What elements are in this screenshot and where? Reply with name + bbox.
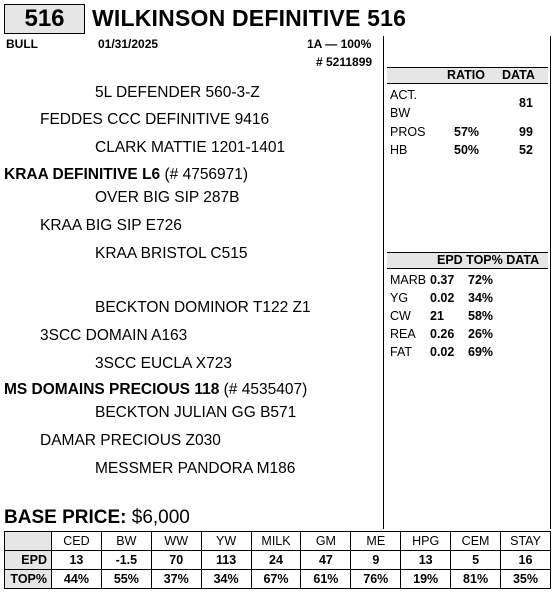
base-price-label: BASE PRICE:: [4, 507, 127, 528]
epd-header-row: CED BW WW YW MILK GM ME HPG CEM STAY: [4, 531, 551, 551]
epd-value: 9: [350, 550, 401, 570]
dam-name: MS DOMAINS PRECIOUS 118: [4, 381, 220, 398]
sire-name: KRAA DEFINITIVE L6: [4, 166, 161, 183]
top-percent-value: 37%: [150, 569, 202, 589]
registration-number: # 5211899: [316, 55, 373, 69]
dam-dam: DAMAR PRECIOUS Z030: [40, 432, 221, 449]
epd-value: 5: [450, 550, 501, 570]
lot-number: 516: [4, 4, 85, 34]
epd-column-header: ME: [350, 531, 401, 551]
carcass-top-percent: 72%: [468, 273, 494, 287]
animal-name: WILKINSON DEFINITIVE 516: [92, 5, 407, 31]
carcass-label: MARB: [390, 273, 427, 287]
sire-sire-dam: CLARK MATTIE 1201-1401: [95, 139, 286, 156]
epd-column-header: MILK: [250, 531, 301, 551]
dam-sire-dam: 3SCC EUCLA X723: [95, 355, 232, 372]
top-percent-value: 44%: [51, 569, 102, 589]
dam-sire: 3SCC DOMAIN A163: [40, 327, 188, 344]
performance-panel: RATIO DATA ACT. BW 81 PROS 57% 99 HB 50%…: [383, 36, 551, 529]
top-percent-value: 55%: [100, 569, 152, 589]
dam: MS DOMAINS PRECIOUS 118 (# 4535407): [4, 381, 307, 399]
top-percent-value: 76%: [350, 569, 401, 589]
dam-sire-sire: BECKTON DOMINOR T122 Z1: [95, 299, 311, 316]
top-percent-row: TOP% 44% 55% 37% 34% 67% 61% 76% 19% 81% 35%: [4, 569, 551, 589]
act-label: ACT.: [390, 88, 418, 102]
carcass-epd: 21: [430, 309, 444, 323]
sire: KRAA DEFINITIVE L6 (# 4756971): [4, 166, 248, 184]
sire-sire-sire: 5L DEFENDER 560-3-Z: [95, 84, 260, 101]
top-percent-value: 61%: [300, 569, 351, 589]
tattoo: 1A — 100%: [307, 37, 372, 51]
carcass-top-percent: 26%: [468, 327, 494, 341]
ratio-column-label: RATIO: [447, 68, 485, 82]
epd-row: EPD 13 -1.5 70 113 24 47 9 13 5 16: [4, 550, 551, 570]
dam-dam-dam: MESSMER PANDORA M186: [95, 460, 296, 477]
epd-value: 113: [200, 550, 252, 570]
carcass-top-percent: 58%: [468, 309, 494, 323]
epd-value: 13: [400, 550, 451, 570]
bw-data: 81: [519, 96, 533, 110]
carcass-epd: 0.37: [430, 273, 455, 287]
top-percent-value: 34%: [200, 569, 252, 589]
carcass-top-percent: 69%: [468, 345, 494, 359]
epd-column-header: BW: [100, 531, 152, 551]
epd-table: CED BW WW YW MILK GM ME HPG CEM STAY EPD 13 -1.5 70…: [4, 531, 551, 589]
sire-registration: (# 4756971): [164, 166, 249, 183]
epd-value: -1.5: [100, 550, 152, 570]
hb-label: HB: [390, 143, 408, 157]
carcass-header: EPD TOP% DATA: [387, 252, 548, 269]
epd-value: 47: [300, 550, 351, 570]
dam-registration: (# 4535407): [223, 381, 308, 398]
carcass-label: FAT: [390, 345, 412, 359]
epd-column-header: GM: [300, 531, 351, 551]
data-column-label: DATA: [502, 68, 535, 82]
top-percent-value: 67%: [250, 569, 301, 589]
dam-dam-sire: BECKTON JULIAN GG B571: [95, 404, 297, 421]
base-price-value: $6,000: [131, 507, 190, 528]
hb-ratio: 50%: [454, 143, 480, 157]
top-percent-value: 81%: [450, 569, 501, 589]
epd-value: 70: [150, 550, 202, 570]
sire-sire: FEDDES CCC DEFINITIVE 9416: [40, 111, 270, 128]
top-percent-value: 19%: [400, 569, 451, 589]
carcass-epd: 0.02: [430, 345, 455, 359]
top-percent-value: 35%: [500, 569, 551, 589]
carcass-top-percent: 34%: [468, 291, 494, 305]
ratio-data-header: RATIO DATA: [387, 67, 548, 84]
pros-ratio: 57%: [454, 125, 480, 139]
carcass-label: REA: [390, 327, 416, 341]
birth-date: 01/31/2025: [98, 37, 159, 51]
epd-column-header: HPG: [400, 531, 451, 551]
carcass-epd: 0.02: [430, 291, 455, 305]
epd-column-header: CED: [51, 531, 102, 551]
epd-column-header: WW: [150, 531, 202, 551]
pros-data: 99: [519, 125, 533, 139]
epd-value: 13: [51, 550, 102, 570]
sire-dam-dam: KRAA BRISTOL C515: [95, 245, 248, 262]
epd-row-label: EPD: [4, 550, 52, 570]
carcass-label: CW: [390, 309, 411, 323]
carcass-epd: 0.26: [430, 327, 455, 341]
epd-column-header: YW: [200, 531, 252, 551]
bw-label: BW: [390, 106, 411, 120]
epd-value: 24: [250, 550, 301, 570]
sex: BULL: [6, 37, 38, 51]
carcass-label: YG: [390, 291, 409, 305]
hb-data: 52: [519, 143, 533, 157]
epd-value: 16: [500, 550, 551, 570]
pros-label: PROS: [390, 125, 426, 139]
base-price: BASE PRICE: $6,000: [4, 507, 190, 529]
epd-column-header: STAY: [500, 531, 551, 551]
epd-column-header: CEM: [450, 531, 501, 551]
sire-dam: KRAA BIG SIP E726: [40, 217, 182, 234]
sire-dam-sire: OVER BIG SIP 287B: [95, 189, 240, 206]
top-row-label: TOP%: [4, 569, 52, 589]
